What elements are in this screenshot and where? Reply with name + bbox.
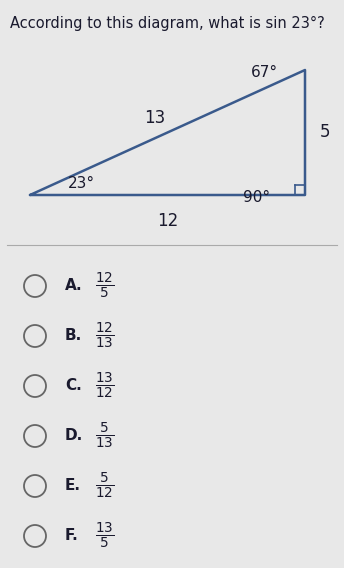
Text: B.: B. (65, 328, 82, 344)
Text: 23°: 23° (68, 177, 95, 191)
Text: F.: F. (65, 528, 79, 544)
Text: 5: 5 (320, 123, 331, 141)
Text: D.: D. (65, 428, 83, 444)
Text: $\mathregular{\frac{5}{12}}$: $\mathregular{\frac{5}{12}}$ (95, 471, 114, 501)
Text: 12: 12 (157, 212, 179, 230)
Text: $\mathregular{\frac{12}{13}}$: $\mathregular{\frac{12}{13}}$ (95, 321, 114, 351)
Text: C.: C. (65, 378, 82, 394)
Text: $\mathregular{\frac{5}{13}}$: $\mathregular{\frac{5}{13}}$ (95, 421, 114, 451)
Text: $\mathregular{\frac{13}{5}}$: $\mathregular{\frac{13}{5}}$ (95, 521, 114, 551)
Text: $\mathregular{\frac{13}{12}}$: $\mathregular{\frac{13}{12}}$ (95, 371, 114, 401)
Text: 90°: 90° (243, 190, 270, 205)
Text: 13: 13 (144, 109, 165, 127)
Text: According to this diagram, what is sin 23°?: According to this diagram, what is sin 2… (10, 16, 325, 31)
Text: $\mathregular{\frac{12}{5}}$: $\mathregular{\frac{12}{5}}$ (95, 271, 114, 301)
Text: A.: A. (65, 278, 83, 294)
Text: 67°: 67° (251, 65, 278, 80)
Text: E.: E. (65, 478, 81, 494)
